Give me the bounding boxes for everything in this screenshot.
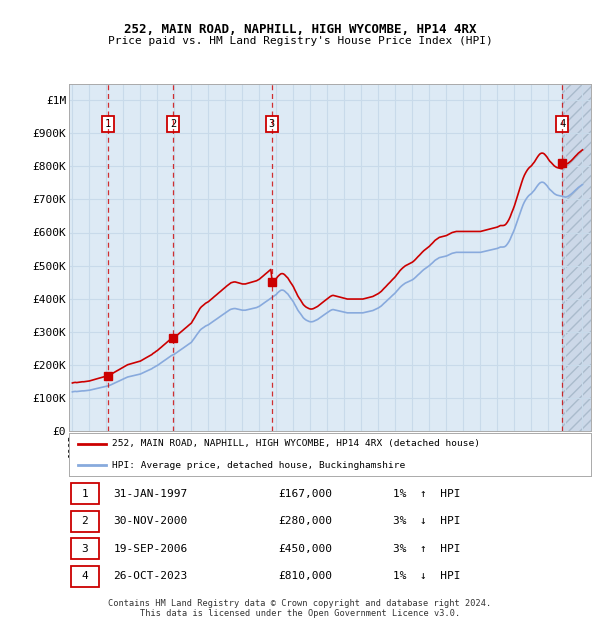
FancyBboxPatch shape	[71, 566, 99, 587]
Text: £280,000: £280,000	[278, 516, 332, 526]
Text: 2: 2	[170, 118, 176, 128]
Text: 252, MAIN ROAD, NAPHILL, HIGH WYCOMBE, HP14 4RX (detached house): 252, MAIN ROAD, NAPHILL, HIGH WYCOMBE, H…	[112, 440, 480, 448]
FancyBboxPatch shape	[71, 483, 99, 504]
Text: 3: 3	[269, 118, 275, 128]
Text: 3: 3	[82, 544, 88, 554]
Text: Price paid vs. HM Land Registry's House Price Index (HPI): Price paid vs. HM Land Registry's House …	[107, 36, 493, 46]
Bar	[562, 84, 591, 431]
Text: £810,000: £810,000	[278, 572, 332, 582]
Text: 30-NOV-2000: 30-NOV-2000	[113, 516, 188, 526]
Text: £167,000: £167,000	[278, 489, 332, 498]
FancyBboxPatch shape	[71, 538, 99, 559]
Text: 4: 4	[559, 118, 566, 128]
Text: £450,000: £450,000	[278, 544, 332, 554]
Text: 4: 4	[82, 572, 88, 582]
Text: 252, MAIN ROAD, NAPHILL, HIGH WYCOMBE, HP14 4RX: 252, MAIN ROAD, NAPHILL, HIGH WYCOMBE, H…	[124, 23, 476, 36]
Text: 2: 2	[82, 516, 88, 526]
Text: 26-OCT-2023: 26-OCT-2023	[113, 572, 188, 582]
Text: 19-SEP-2006: 19-SEP-2006	[113, 544, 188, 554]
Text: HPI: Average price, detached house, Buckinghamshire: HPI: Average price, detached house, Buck…	[112, 461, 405, 469]
Text: Contains HM Land Registry data © Crown copyright and database right 2024.
This d: Contains HM Land Registry data © Crown c…	[109, 599, 491, 618]
Text: 3%  ↓  HPI: 3% ↓ HPI	[392, 516, 460, 526]
Text: 31-JAN-1997: 31-JAN-1997	[113, 489, 188, 498]
Text: 1%  ↓  HPI: 1% ↓ HPI	[392, 572, 460, 582]
Text: 1: 1	[104, 118, 111, 128]
FancyBboxPatch shape	[71, 511, 99, 532]
Text: 1%  ↑  HPI: 1% ↑ HPI	[392, 489, 460, 498]
Text: 3%  ↑  HPI: 3% ↑ HPI	[392, 544, 460, 554]
Text: 1: 1	[82, 489, 88, 498]
